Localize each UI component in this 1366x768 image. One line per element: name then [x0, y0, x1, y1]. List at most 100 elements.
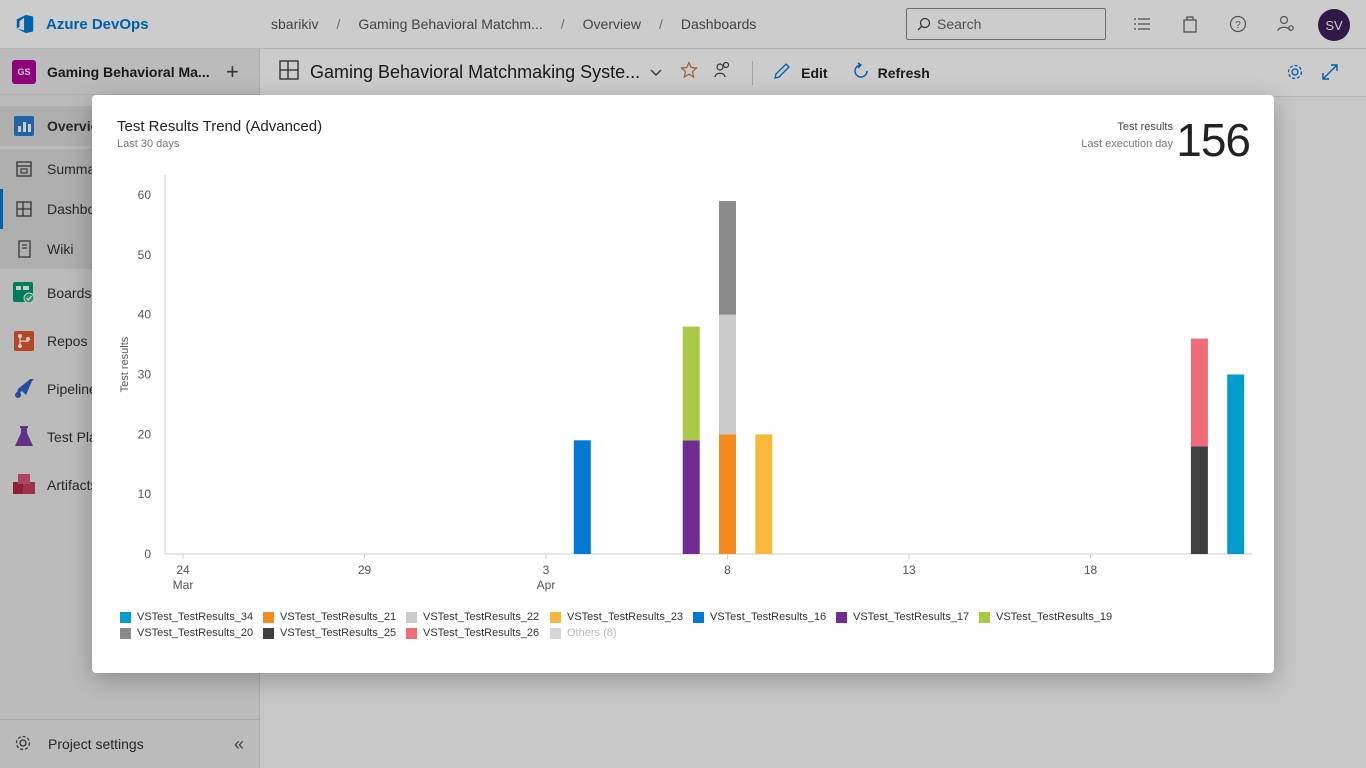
header-divider — [752, 60, 754, 85]
fullscreen-expand-icon[interactable] — [1321, 63, 1339, 86]
artifacts-icon — [12, 473, 36, 497]
team-members-icon[interactable] — [714, 61, 732, 84]
legend-item[interactable]: VSTest_TestResults_19 — [979, 611, 1112, 623]
marketplace-bag-icon[interactable] — [1178, 12, 1202, 36]
dashboard-title[interactable]: Gaming Behavioral Matchmaking Syste... — [310, 62, 641, 82]
legend-item[interactable]: VSTest_TestResults_17 — [836, 611, 969, 623]
project-settings-label: Project settings — [48, 736, 144, 752]
legend-swatch — [550, 627, 561, 639]
widget-fullscreen-dialog: Test Results Trend (Advanced) Last 30 da… — [92, 95, 1274, 673]
y-tick-label: 20 — [138, 427, 152, 441]
help-icon[interactable]: ? — [1226, 12, 1250, 36]
sidebar-item-artifacts[interactable]: Artifacts — [0, 465, 260, 505]
edit-label: Edit — [801, 64, 828, 81]
legend-item[interactable]: VSTest_TestResults_23 — [550, 611, 683, 623]
x-tick-label: 29 — [358, 563, 372, 577]
legend-swatch — [263, 611, 274, 623]
breadcrumb-org[interactable]: sbarikiv — [271, 16, 319, 32]
legend-item[interactable]: VSTest_TestResults_21 — [263, 611, 396, 623]
breadcrumb: sbarikiv / Gaming Behavioral Matchm... /… — [271, 16, 756, 32]
breadcrumb-overview[interactable]: Overview — [582, 16, 642, 32]
x-tick-label: 3 — [543, 563, 550, 577]
legend-label: VSTest_TestResults_23 — [567, 611, 684, 623]
x-tick-label: 24 — [176, 563, 190, 577]
refresh-label: Refresh — [877, 64, 930, 81]
sidebar-item-repos[interactable]: Repos — [0, 321, 260, 361]
legend-item[interactable]: VSTest_TestResults_26 — [406, 627, 539, 639]
avatar[interactable]: SV — [1318, 9, 1350, 41]
y-axis-label: Test results — [119, 336, 131, 392]
brand-name: Azure DevOps — [46, 15, 149, 33]
top-bar: Azure DevOps sbarikiv / Gaming Behaviora… — [0, 0, 1366, 49]
x-tick-month-label: Apr — [537, 578, 556, 592]
legend-item[interactable]: VSTest_TestResults_25 — [263, 627, 396, 639]
sidebar-item-pipelines[interactable]: Pipelines — [0, 369, 260, 409]
sidebar-item-label: Artifacts — [47, 477, 98, 493]
brand[interactable]: Azure DevOps — [0, 13, 260, 35]
breadcrumb-dashboards[interactable]: Dashboards — [680, 16, 757, 32]
legend-label: VSTest_TestResults_20 — [137, 627, 254, 639]
legend-item[interactable]: VSTest_TestResults_16 — [693, 611, 826, 623]
azure-devops-logo-icon — [16, 14, 34, 34]
legend-label: VSTest_TestResults_26 — [423, 627, 540, 639]
sidebar-item-label: Pipelines — [47, 381, 104, 397]
refresh-button[interactable]: Refresh — [852, 62, 930, 83]
dashboard-settings-gear-icon[interactable] — [1286, 63, 1304, 86]
y-tick-label: 50 — [138, 248, 152, 262]
sidebar-item-label: Wiki — [47, 241, 74, 257]
legend-item[interactable]: VSTest_TestResults_34 — [120, 611, 253, 623]
bar-segment — [755, 434, 773, 554]
user-settings-icon[interactable] — [1274, 12, 1298, 36]
pipelines-icon — [12, 377, 36, 401]
legend-label: VSTest_TestResults_25 — [280, 627, 397, 639]
metric-value: 156 — [1176, 114, 1251, 166]
test-plans-icon — [12, 425, 36, 449]
legend-swatch — [836, 611, 847, 623]
bar-segment — [1190, 446, 1208, 554]
x-tick-label: 13 — [902, 563, 916, 577]
favorite-star-icon[interactable] — [680, 61, 699, 84]
bar-segment — [1190, 338, 1208, 447]
project-settings[interactable]: Project settings « — [0, 719, 260, 768]
new-project-plus-icon[interactable]: + — [226, 59, 239, 84]
collapse-sidebar-icon[interactable]: « — [233, 734, 244, 754]
legend-label: VSTest_TestResults_19 — [996, 611, 1113, 623]
search-input[interactable]: Search — [906, 8, 1106, 40]
legend-swatch — [693, 611, 704, 623]
breadcrumb-project[interactable]: Gaming Behavioral Matchm... — [358, 16, 543, 32]
legend-swatch — [406, 611, 417, 623]
widget-title: Test Results Trend (Advanced) — [117, 118, 323, 135]
dashboard-icon — [12, 197, 36, 221]
breadcrumb-separator: / — [560, 16, 565, 32]
legend-label: VSTest_TestResults_22 — [423, 611, 540, 623]
chevron-down-icon[interactable] — [650, 64, 662, 82]
sidebar-item-boards[interactable]: Boards — [0, 273, 260, 313]
project-switcher[interactable]: GS Gaming Behavioral Ma... — [0, 49, 259, 95]
legend-item[interactable]: VSTest_TestResults_20 — [120, 627, 253, 639]
y-tick-label: 60 — [138, 188, 152, 202]
metric-sublabel: Last execution day — [1081, 138, 1173, 150]
legend-swatch — [263, 627, 274, 639]
summary-icon — [12, 157, 36, 181]
y-tick-label: 40 — [138, 308, 152, 322]
legend-item[interactable]: VSTest_TestResults_22 — [406, 611, 539, 623]
legend-swatch — [120, 627, 131, 639]
overview-icon — [12, 114, 36, 138]
task-list-icon[interactable] — [1130, 12, 1154, 36]
legend-swatch — [979, 611, 990, 623]
legend-swatch — [120, 611, 131, 623]
refresh-icon — [852, 62, 870, 83]
bar-segment — [719, 314, 736, 435]
breadcrumb-separator: / — [659, 16, 663, 32]
edit-button[interactable]: Edit — [773, 62, 828, 83]
legend-item[interactable]: Others (8) — [550, 627, 617, 639]
legend-swatch — [406, 627, 417, 639]
dashboard-icon — [279, 60, 299, 85]
bar-segment — [1227, 374, 1245, 554]
widget-subtitle: Last 30 days — [117, 138, 180, 150]
project-name: Gaming Behavioral Ma... — [47, 63, 210, 80]
search-icon — [917, 17, 931, 31]
top-icons: ? — [1130, 12, 1298, 36]
legend-label: VSTest_TestResults_34 — [137, 611, 254, 623]
